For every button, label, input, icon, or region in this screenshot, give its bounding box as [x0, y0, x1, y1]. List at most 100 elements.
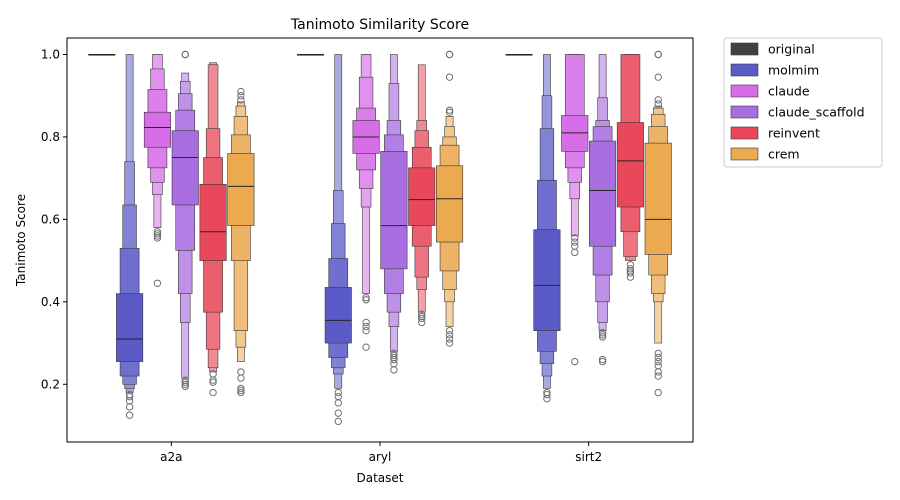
boxen-level-reinvent-aryl-0: [408, 167, 436, 226]
legend-frame: [723, 37, 883, 168]
outlier-molmim-aryl-3: [334, 409, 342, 417]
legend-swatch-claude_scaffold: [730, 105, 759, 119]
outlier-claude-sirt2-0: [571, 234, 579, 242]
outlier-molmim-a2a-1: [125, 392, 134, 401]
outlier-reinvent-a2a-1: [209, 376, 217, 384]
outlier-crem-aryl-1: [445, 50, 454, 59]
legend-label-reinvent: reinvent: [768, 126, 820, 141]
outlier-crem-aryl-5: [445, 326, 454, 335]
outlier-crem-aryl-6: [445, 331, 454, 339]
boxen-level-molmim-sirt2-0: [533, 229, 561, 331]
legend-swatch-reinvent: [730, 126, 759, 140]
x-axis: a2a aryl sirt2: [160, 442, 602, 464]
legend-label-crem: crem: [768, 147, 800, 162]
legend-label-original: original: [768, 42, 815, 57]
x-tick-label-aryl: aryl: [369, 450, 392, 464]
outlier-molmim-aryl-4: [334, 417, 342, 426]
boxen-level-claude_scaffold-sirt2-0: [589, 140, 617, 247]
boxen-claude_scaffold-sirt2: [589, 54, 617, 366]
boxen-reinvent-sirt2: [616, 54, 644, 281]
outlier-molmim-aryl-2: [334, 399, 342, 407]
outlier-claude_scaffold-sirt2-0: [598, 329, 607, 337]
y-tick-label-3: 0.8: [41, 130, 60, 144]
boxen-level-reinvent-sirt2-0: [616, 122, 644, 208]
outlier-claude-aryl-4: [362, 326, 370, 335]
outlier-crem-a2a-7: [237, 388, 245, 397]
boxen-crem-aryl: [436, 50, 464, 347]
outlier-crem-a2a-2: [237, 96, 245, 104]
outlier-claude-aryl-3: [362, 322, 370, 331]
boxen-molmim-aryl: [324, 54, 352, 426]
outlier-molmim-sirt2-1: [543, 390, 551, 399]
outlier-crem-a2a-5: [237, 384, 245, 393]
boxen-reinvent-aryl: [408, 64, 436, 327]
boxes-layer: [88, 50, 672, 426]
outlier-molmim-a2a-3: [125, 403, 134, 411]
boxen-claude-a2a: [143, 54, 171, 287]
outlier-crem-aryl-2: [445, 73, 454, 81]
boxen-claude_scaffold-aryl: [380, 54, 408, 374]
y-tick-label-0: 0.2: [41, 377, 60, 391]
outlier-molmim-a2a-4: [125, 411, 134, 419]
boxen-level-molmim-aryl-0: [324, 287, 352, 344]
legend-swatch-original: [730, 42, 759, 56]
x-axis-title: Dataset: [357, 471, 404, 485]
boxen-level-crem-a2a-0: [227, 153, 255, 226]
outlier-crem-sirt2-7: [654, 357, 662, 366]
boxen-molmim-sirt2: [533, 54, 561, 403]
boxen-original-sirt2: [505, 53, 533, 56]
outlier-claude_scaffold-sirt2-4: [598, 357, 607, 366]
outlier-claude-aryl-1: [362, 296, 370, 304]
outlier-claude_scaffold-a2a-5: [181, 382, 189, 391]
boxen-claude_scaffold-a2a: [171, 50, 199, 391]
outlier-claude_scaffold-a2a-3: [181, 378, 189, 386]
outlier-crem-sirt2-6: [654, 353, 662, 362]
boxen-crem-a2a: [227, 87, 255, 397]
outlier-crem-sirt2-9: [654, 368, 662, 376]
outlier-claude_scaffold-sirt2-1: [598, 331, 607, 339]
x-tick-label-a2a: a2a: [160, 450, 182, 464]
outlier-claude-a2a-4: [153, 279, 162, 287]
outlier-reinvent-a2a-2: [209, 378, 217, 386]
outlier-crem-aryl-3: [445, 106, 454, 114]
outlier-reinvent-a2a-3: [209, 388, 217, 397]
legend: original molmim claude claude_scaffoldreinv…: [723, 37, 883, 168]
outlier-crem-sirt2-1: [654, 50, 662, 59]
boxen-claude-sirt2: [561, 54, 589, 366]
plot-area: [67, 38, 693, 442]
chart-title: Tanimoto Similarity Score: [290, 17, 469, 33]
outlier-crem-a2a-6: [237, 386, 245, 395]
y-tick-label-1: 0.4: [41, 295, 60, 309]
y-axis: 0.2 0.4 0.6 0.8 1.0: [41, 47, 67, 391]
legend-label-molmim: molmim: [768, 63, 819, 78]
outlier-crem-a2a-1: [237, 92, 245, 100]
x-tick-label-sirt2: sirt2: [575, 450, 602, 464]
outlier-molmim-aryl-0: [334, 388, 342, 397]
boxen-level-molmim-a2a-0: [116, 293, 144, 362]
y-axis-title: Tanimoto Score: [14, 194, 28, 287]
outlier-claude-sirt2-3: [571, 248, 579, 257]
outlier-claude-a2a-3: [153, 234, 162, 242]
boxen-claude-aryl: [352, 54, 380, 351]
outlier-reinvent-aryl-3: [418, 318, 426, 327]
boxen-original-a2a: [88, 53, 116, 56]
outlier-crem-sirt2-5: [654, 349, 662, 358]
legend-swatch-molmim: [730, 63, 759, 77]
boxen-level-claude_scaffold-aryl-0: [380, 151, 408, 270]
y-tick-label-2: 0.6: [41, 212, 60, 226]
outlier-claude-aryl-2: [362, 318, 370, 327]
legend-label-claude_scaffold: claude_scaffold: [768, 105, 865, 120]
outlier-crem-sirt2-11: [654, 388, 662, 397]
boxen-level-crem-sirt2-0: [644, 142, 672, 255]
outlier-claude-sirt2-1: [571, 238, 579, 246]
outlier-crem-a2a-0: [237, 87, 245, 96]
boxen-crem-sirt2: [644, 50, 672, 397]
outlier-crem-sirt2-2: [654, 73, 662, 81]
legend-label-claude: claude: [768, 84, 810, 99]
outlier-crem-aryl-8: [445, 339, 454, 347]
outlier-claude_scaffold-aryl-1: [390, 351, 398, 360]
outlier-crem-aryl-4: [445, 108, 454, 116]
outlier-claude_scaffold-aryl-5: [390, 366, 398, 374]
outlier-reinvent-sirt2-4: [626, 273, 635, 281]
